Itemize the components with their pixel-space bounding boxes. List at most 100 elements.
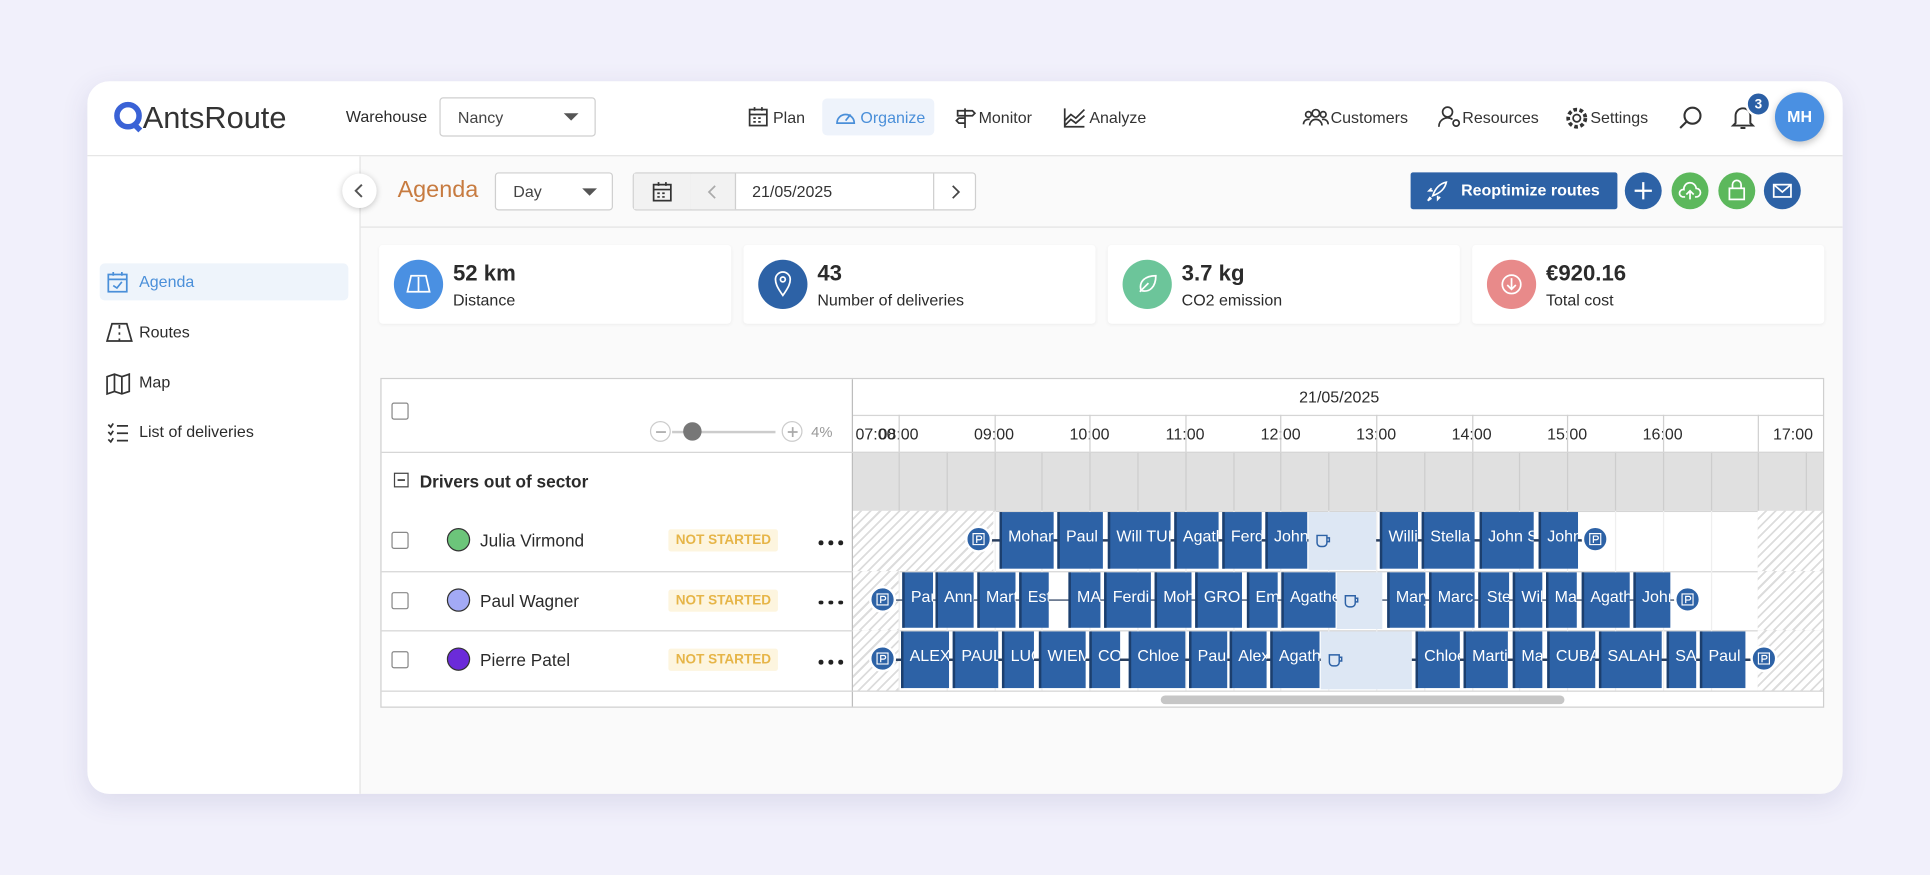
timeline-date: 21/05/2025 bbox=[1299, 387, 1380, 407]
delivery-stop[interactable]: Agathe bbox=[1281, 571, 1336, 628]
delivery-stop[interactable]: Will TUI bbox=[1107, 512, 1171, 569]
depot-marker bbox=[1750, 644, 1778, 673]
delivery-stop[interactable]: Mohar bbox=[999, 512, 1054, 569]
nav-settings[interactable]: Settings bbox=[1563, 102, 1661, 134]
dot bbox=[818, 540, 823, 545]
zoom-handle[interactable] bbox=[683, 422, 702, 441]
select-all-checkbox[interactable] bbox=[391, 402, 409, 420]
menu-item[interactable]: Agenda bbox=[99, 263, 349, 301]
collapse-button[interactable] bbox=[342, 173, 377, 209]
row-menu-button[interactable] bbox=[818, 659, 846, 665]
menu-item[interactable]: Routes bbox=[100, 314, 349, 351]
avatar[interactable]: MH bbox=[1774, 92, 1825, 142]
nav-customers[interactable]: Customers bbox=[1302, 102, 1413, 134]
view-select[interactable]: Day bbox=[494, 172, 613, 211]
delivery-stop[interactable]: Est bbox=[1019, 571, 1049, 628]
analyze-icon bbox=[1063, 108, 1086, 128]
delivery-stop[interactable]: CUBA bbox=[1547, 631, 1596, 688]
delivery-stop[interactable]: PAUL bbox=[952, 631, 999, 688]
prev-day-button[interactable] bbox=[690, 173, 737, 210]
delivery-stop[interactable]: Agath bbox=[1581, 571, 1630, 628]
delivery-stop[interactable]: Agath bbox=[1174, 512, 1219, 569]
delivery-stop[interactable]: Ferd bbox=[1222, 512, 1262, 569]
delivery-stop[interactable]: John bbox=[1633, 571, 1671, 628]
hour-label: 12:00 bbox=[1233, 425, 1329, 445]
upload-button[interactable] bbox=[1671, 172, 1709, 210]
caret bbox=[582, 188, 597, 196]
delivery-stop[interactable]: Marc bbox=[1429, 571, 1475, 628]
delivery-stop[interactable]: Stella T bbox=[1421, 512, 1475, 569]
zoom-level: 4% bbox=[811, 423, 833, 441]
next-day-button[interactable] bbox=[933, 173, 977, 210]
row-menu-button[interactable] bbox=[818, 540, 846, 545]
half-hour-line bbox=[1471, 451, 1473, 511]
row-checkbox[interactable] bbox=[391, 651, 409, 669]
hour-label: 07:00 bbox=[855, 424, 896, 444]
delivery-stop[interactable]: Ste bbox=[1478, 571, 1510, 628]
delivery-stop[interactable]: Paul bbox=[1189, 631, 1228, 688]
break-icon bbox=[1344, 594, 1359, 607]
delivery-stop[interactable]: WIEM bbox=[1038, 631, 1086, 688]
row-checkbox[interactable] bbox=[391, 591, 409, 609]
delivery-stop[interactable]: Chloe bbox=[1415, 631, 1460, 688]
hour-label: 15:00 bbox=[1519, 425, 1615, 445]
delivery-stop[interactable]: Agath bbox=[1270, 631, 1320, 688]
add-button[interactable] bbox=[1624, 172, 1662, 210]
hour-label: 11:00 bbox=[1137, 425, 1233, 445]
delivery-stop[interactable]: John S bbox=[1479, 512, 1534, 569]
delivery-stop[interactable]: MA bbox=[1068, 571, 1101, 628]
nav-resources[interactable]: Resources bbox=[1436, 102, 1542, 134]
delivery-stop[interactable]: Marti bbox=[1463, 631, 1508, 688]
calendar-button[interactable] bbox=[633, 173, 692, 210]
delivery-stop[interactable]: Paul bbox=[1057, 512, 1103, 569]
delivery-stop[interactable]: John bbox=[1538, 512, 1579, 569]
nav-analyze[interactable]: Analyze bbox=[1062, 102, 1153, 134]
email-button[interactable] bbox=[1763, 172, 1801, 210]
delivery-stop[interactable]: Chloe bbox=[1128, 631, 1186, 688]
delivery-stop[interactable]: SA bbox=[1666, 631, 1697, 688]
warehouse-select[interactable]: Nancy bbox=[439, 97, 596, 137]
delivery-stop[interactable]: GRO bbox=[1195, 571, 1242, 628]
lock-button[interactable] bbox=[1718, 172, 1756, 210]
menu-item[interactable]: List of deliveries bbox=[100, 414, 349, 451]
half-hour-line bbox=[1423, 451, 1426, 511]
nav-organize[interactable]: Organize bbox=[822, 98, 935, 136]
delivery-stop[interactable]: Alex bbox=[1229, 631, 1267, 688]
delivery-stop[interactable]: Pau bbox=[902, 571, 934, 628]
nav-plan[interactable]: Plan bbox=[746, 102, 815, 134]
row-divider bbox=[853, 689, 1823, 692]
delivery-stop[interactable]: ALEX bbox=[901, 631, 950, 688]
delivery-stop[interactable]: Em bbox=[1246, 571, 1278, 628]
row-menu-button[interactable] bbox=[818, 600, 846, 605]
delivery-stop[interactable]: Ma bbox=[1512, 631, 1543, 688]
plus-icon bbox=[1634, 182, 1652, 200]
reoptimize-button[interactable]: Reoptimize routes bbox=[1410, 172, 1618, 210]
toolbar bbox=[360, 156, 1843, 228]
collapse-group-button[interactable] bbox=[393, 472, 409, 488]
delivery-stop[interactable]: Wil bbox=[1512, 571, 1543, 628]
agenda-icon bbox=[107, 272, 128, 293]
row-checkbox[interactable] bbox=[391, 531, 409, 549]
delivery-stop[interactable]: Mary bbox=[1387, 571, 1426, 628]
delivery-stop[interactable]: Paul bbox=[1699, 631, 1746, 688]
nav-monitor[interactable]: Monitor bbox=[953, 102, 1044, 134]
search-button[interactable] bbox=[1679, 106, 1704, 131]
half-hour-line bbox=[1376, 451, 1378, 511]
delivery-stop[interactable]: Ferdi bbox=[1104, 571, 1151, 628]
delivery-stop[interactable]: Anna bbox=[935, 571, 974, 628]
delivery-stop[interactable]: CO bbox=[1089, 631, 1121, 688]
dot bbox=[838, 540, 843, 545]
zoom-in-button[interactable] bbox=[781, 420, 803, 442]
sidebar: Agenda Routes Map List of deliveries bbox=[87, 156, 361, 794]
zoom-out-button[interactable] bbox=[649, 420, 671, 442]
delivery-stop[interactable]: John bbox=[1265, 512, 1308, 569]
delivery-stop[interactable]: Mart bbox=[977, 571, 1016, 628]
delivery-stop[interactable]: Willi bbox=[1379, 512, 1418, 569]
delivery-stop[interactable]: Ma bbox=[1546, 571, 1577, 628]
scrollbar-thumb[interactable] bbox=[1160, 695, 1565, 705]
delivery-stop[interactable]: SALAH bbox=[1598, 631, 1662, 688]
delivery-stop[interactable]: Moh bbox=[1154, 571, 1192, 628]
delivery-stop[interactable]: LUC bbox=[1001, 631, 1034, 688]
menu-item[interactable]: Map bbox=[100, 364, 349, 401]
